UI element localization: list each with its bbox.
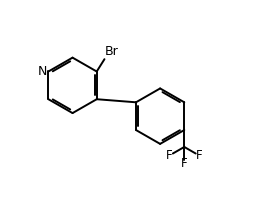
- Text: F: F: [166, 149, 173, 162]
- Text: N: N: [37, 65, 47, 78]
- Text: F: F: [196, 149, 202, 162]
- Text: F: F: [181, 157, 188, 170]
- Text: Br: Br: [105, 45, 119, 58]
